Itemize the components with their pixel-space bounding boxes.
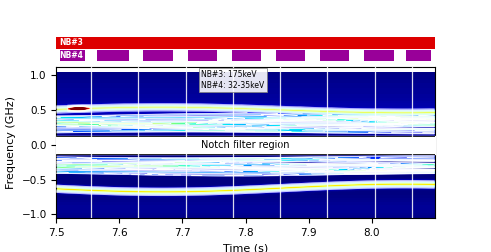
X-axis label: Time (s): Time (s) [223, 243, 268, 252]
Bar [276, 50, 305, 61]
Bar [59, 50, 85, 61]
Bar [188, 50, 217, 61]
Text: NB#4: NB#4 [59, 51, 83, 60]
Y-axis label: Frequency (GHz): Frequency (GHz) [6, 96, 16, 189]
Bar [320, 50, 350, 61]
Bar [143, 50, 173, 61]
Bar [56, 37, 435, 48]
Bar [364, 50, 394, 61]
Text: Notch filter region: Notch filter region [201, 140, 290, 150]
Text: NB#3: 175keV
NB#4: 32-35keV: NB#3: 175keV NB#4: 32-35keV [201, 70, 265, 90]
Bar [232, 50, 261, 61]
Text: NB#3: NB#3 [59, 38, 83, 47]
Bar [406, 50, 432, 61]
Bar [97, 50, 129, 61]
